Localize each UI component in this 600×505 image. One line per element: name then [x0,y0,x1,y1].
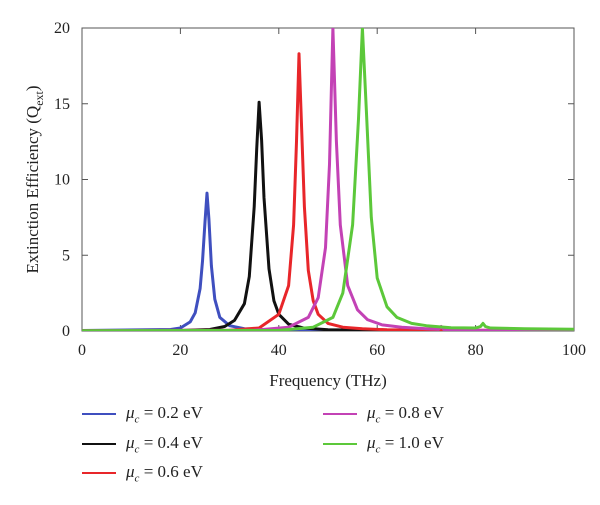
y-axis-label: Extinction Efficiency (Qext) [23,85,46,273]
y-tick-label: 15 [54,96,70,113]
x-tick-label: 80 [468,342,484,359]
series-line-2 [82,52,574,331]
y-axis-label-subscript: ext [32,90,46,105]
series-line-4 [82,28,574,331]
x-tick-label: 100 [562,342,586,359]
x-tick-label: 20 [172,342,188,359]
y-tick-label: 5 [62,247,70,264]
y-tick-label: 0 [62,323,70,340]
x-tick-label: 60 [369,342,385,359]
y-axis-label-main: Extinction Efficiency (Q [23,106,42,274]
y-tick-label: 10 [54,172,70,189]
series-layer [82,28,574,331]
x-tick-label: 0 [78,342,86,359]
series-line-3 [82,28,574,331]
axis-ticks: 0 20 40 60 80 100 0 5 10 15 20 [54,20,586,359]
y-tick-label: 20 [54,20,70,37]
x-axis-label: Frequency (THz) [269,371,387,390]
y-axis-label-close: ) [23,85,42,91]
x-tick-label: 40 [271,342,287,359]
